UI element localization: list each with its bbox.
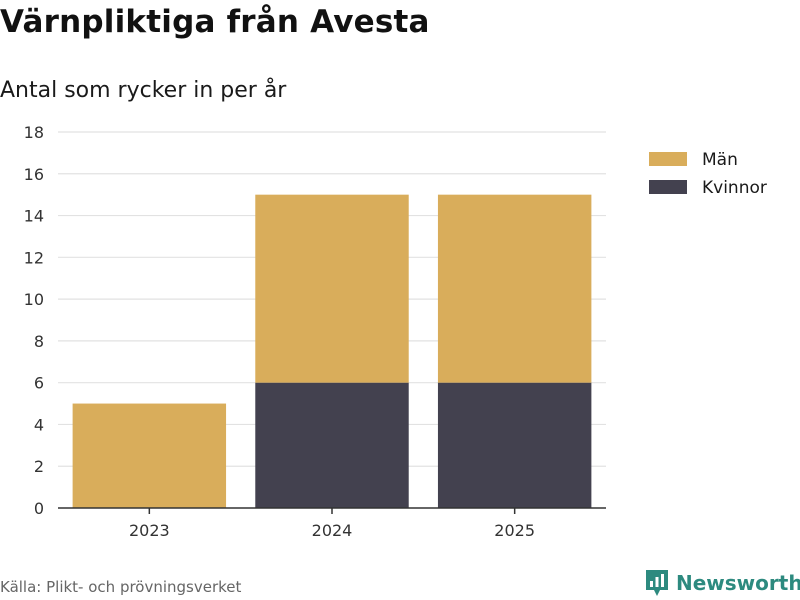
y-tick-label: 2	[34, 457, 44, 476]
x-tick-label: 2025	[494, 521, 535, 540]
y-tick-label: 18	[24, 123, 44, 142]
y-tick-label: 10	[24, 290, 44, 309]
bars	[72, 194, 592, 508]
y-tick-label: 4	[34, 415, 44, 434]
legend-swatch-kvinnor	[649, 180, 687, 194]
chart-subtitle: Antal som rycker in per år	[0, 78, 287, 103]
brand-name: Newsworthy	[676, 571, 800, 595]
y-tick-label: 6	[34, 374, 44, 393]
x-tick-label: 2023	[129, 521, 170, 540]
newsworthy-logo[interactable]: Newsworthy	[644, 568, 800, 598]
bar-män-2024[interactable]	[255, 194, 409, 383]
y-tick-label: 14	[24, 207, 44, 226]
legend-swatch-män	[649, 152, 687, 166]
y-axis-tick-labels: 0 2 4 6 8 10 12 14 16 18	[24, 123, 44, 518]
legend: Män Kvinnor	[649, 150, 767, 198]
source-note: Källa: Plikt- och prövningsverket	[0, 578, 242, 596]
x-axis: 2023 2024 2025	[58, 507, 606, 540]
legend-label-män: Män	[702, 150, 738, 170]
bar-kvinnor-2024[interactable]	[255, 382, 409, 508]
y-tick-label: 12	[24, 248, 44, 267]
bar-män-2025[interactable]	[437, 194, 592, 383]
bar-kvinnor-2025[interactable]	[437, 382, 592, 508]
y-tick-label: 8	[34, 332, 44, 351]
newsworthy-logo-icon	[646, 570, 668, 596]
legend-label-kvinnor: Kvinnor	[702, 178, 767, 198]
chart-title: Värnpliktiga från Avesta	[0, 4, 430, 40]
y-tick-label: 0	[34, 499, 44, 518]
y-tick-label: 16	[24, 165, 44, 184]
bar-män-2023[interactable]	[72, 403, 227, 508]
x-tick-label: 2024	[312, 521, 353, 540]
